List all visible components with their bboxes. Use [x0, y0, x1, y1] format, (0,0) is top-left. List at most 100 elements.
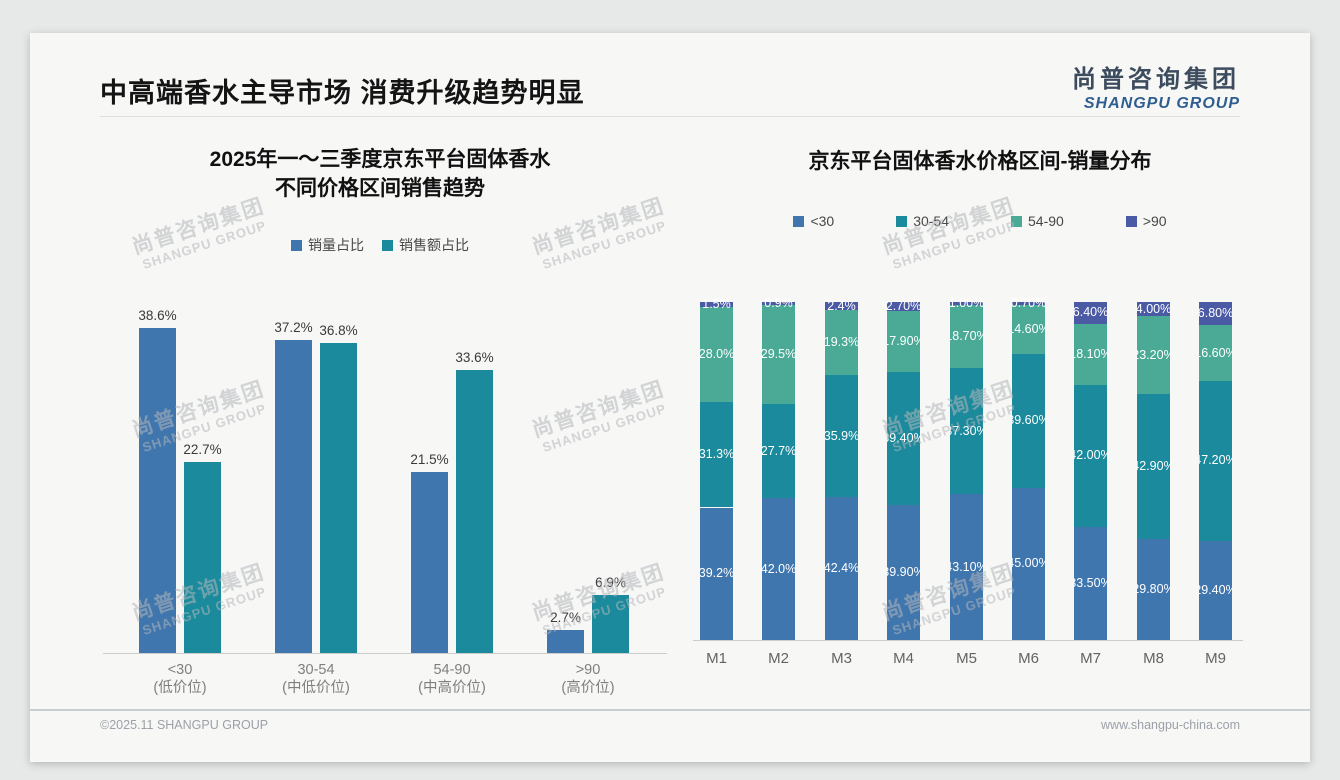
- stack-segment-30-54-M5: [950, 368, 983, 495]
- stack-segment-label: 42.4%: [825, 560, 858, 575]
- stack-segment-label: 17.90%: [887, 334, 920, 349]
- stack-segment-label: 16.60%: [1199, 345, 1232, 360]
- stack-segment->90-M4: [887, 302, 920, 312]
- stack-segment-<30-M2: [762, 498, 795, 640]
- left-bar-value-label: 22.7%: [183, 442, 222, 457]
- left-grouped-bar-chart: 38.6% 22.7% <30 (低价位) 37.2% 36.8% 30-54 (中低价位) 2…: [30, 33, 1310, 761]
- stack-segment-<30-M7: [1074, 526, 1107, 640]
- right-category-label: M2: [768, 650, 789, 667]
- left-category-range: <30: [167, 662, 193, 678]
- stack-segment-54-90-M7: [1074, 323, 1107, 385]
- right-chart-legend: <30 30-54 54-90 >90: [690, 213, 1270, 229]
- left-chart-title-line2: 不同价格区间销售趋势: [275, 177, 485, 200]
- watermark-chinese-text: 尚普咨询集团: [529, 377, 668, 443]
- left-category-tier: (中低价位): [282, 680, 350, 696]
- right-category-label: M3: [831, 650, 852, 667]
- left-bar-销售额占比-30-54: [320, 343, 357, 653]
- legend-label: 54-90: [1028, 213, 1064, 229]
- right-category-label: M9: [1205, 650, 1226, 667]
- right-category-label: M5: [956, 650, 977, 667]
- left-category-label: 54-90 (中高价位): [392, 661, 512, 697]
- watermark-english-text: SHANGPU GROUP: [540, 583, 669, 638]
- left-chart-legend: 销量占比 销售额占比: [100, 235, 660, 255]
- logo-chinese-text: 尚普咨询集团: [1072, 66, 1240, 93]
- watermark-chinese-text: 尚普咨询集团: [529, 560, 668, 626]
- stack-segment-label: 35.9%: [825, 428, 858, 443]
- stack-segment-30-54-M3: [825, 375, 858, 497]
- left-category-range: >90: [575, 662, 601, 678]
- left-x-axis-line: [103, 653, 667, 654]
- stack-segment-label: 1.00%: [950, 295, 983, 310]
- left-category-range: 54-90: [433, 662, 471, 678]
- company-logo: 尚普咨询集团 SHANGPU GROUP: [1072, 59, 1240, 113]
- stack-segment-label: 4.00%: [1137, 301, 1170, 316]
- watermark-english-text: SHANGPU GROUP: [890, 583, 1019, 638]
- legend-item-revenue-share: 销售额占比: [382, 235, 469, 255]
- left-chart-title: 2025年一～三季度京东平台固体香水 不同价格区间销售趋势: [100, 145, 660, 203]
- stack-segment-label: 18.70%: [950, 329, 983, 344]
- watermark-chinese-text: 尚普咨询集团: [129, 377, 268, 443]
- left-category-label: <30 (低价位): [120, 661, 240, 697]
- stack-segment-label: 1.5%: [702, 297, 731, 312]
- legend-item-54-90: 54-90: [1011, 213, 1064, 229]
- stack-segment-label: 39.2%: [700, 566, 733, 581]
- stacked-bar-M3: 42.4% 35.9% 19.3% 2.4%: [825, 288, 858, 640]
- left-bar-销售额占比->90: [592, 595, 629, 653]
- stacked-bar-M2: 42.0% 27.7% 29.5% 0.9%: [762, 288, 795, 640]
- watermark-chinese-text: 尚普咨询集团: [129, 560, 268, 626]
- stack-segment-label: 33.50%: [1074, 575, 1107, 590]
- stack-segment-label: 29.40%: [1199, 582, 1232, 597]
- left-category-tier: (中高价位): [418, 680, 486, 696]
- right-chart-title: 京东平台固体香水价格区间-销量分布: [808, 150, 1152, 173]
- stack-segment->90-M5: [950, 301, 983, 306]
- stack-segment-label: 39.90%: [887, 565, 920, 580]
- stack-segment-label: 14.60%: [1012, 321, 1045, 336]
- stack-segment-30-54-M1: [700, 401, 733, 508]
- stack-segment-<30-M6: [1012, 487, 1045, 640]
- stack-segment-54-90-M4: [887, 311, 920, 372]
- slide-card: 中高端香水主导市场 消费升级趋势明显 尚普咨询集团 SHANGPU GROUP …: [30, 33, 1310, 762]
- stack-segment->90-M2: [762, 301, 795, 305]
- legend-swatch-green: [1011, 215, 1022, 227]
- stack-segment->90-M3: [825, 302, 858, 311]
- legend-label: 销量占比: [308, 237, 364, 253]
- stack-segment-label: 2.70%: [887, 299, 920, 314]
- brand-watermark: 尚普咨询集团 SHANGPU GROUP: [508, 549, 692, 646]
- legend-label: 30-54: [913, 213, 949, 229]
- brand-watermark: 尚普咨询集团 SHANGPU GROUP: [108, 366, 292, 463]
- stack-segment-<30-M1: [700, 507, 733, 640]
- brand-watermark: 尚普咨询集团 SHANGPU GROUP: [508, 366, 692, 463]
- stack-segment-54-90-M8: [1137, 315, 1170, 395]
- stack-segment-label: 23.20%: [1137, 347, 1170, 362]
- legend-swatch-blue: [793, 215, 805, 227]
- watermark-chinese-text: 尚普咨询集团: [879, 377, 1018, 443]
- left-bar-value-label: 38.6%: [138, 308, 177, 323]
- legend-item-lt30: <30: [793, 213, 834, 229]
- stack-segment-30-54-M2: [762, 404, 795, 499]
- stack-segment-label: 6.40%: [1074, 305, 1107, 320]
- stacked-bar-M1: 39.2% 31.3% 28.0% 1.5%: [700, 288, 733, 640]
- right-category-label: M6: [1018, 650, 1039, 667]
- stack-segment-label: 39.60%: [1012, 413, 1045, 428]
- watermark-english-text: SHANGPU GROUP: [140, 583, 269, 638]
- left-bar-销量占比-30-54: [275, 340, 312, 653]
- left-bar-value-label: 37.2%: [274, 320, 313, 335]
- stacked-bar-M9: 29.40% 47.20% 16.60% 6.80%: [1199, 288, 1232, 640]
- footer-copyright: ©2025.11 SHANGPU GROUP: [100, 718, 269, 732]
- watermark-english-text: SHANGPU GROUP: [890, 400, 1019, 455]
- stack-segment-54-90-M5: [950, 305, 983, 369]
- legend-swatch-blue: [291, 239, 302, 251]
- left-bar-value-label: 6.9%: [595, 575, 626, 590]
- stacked-bar-M8: 29.80% 42.90% 23.20% 4.00%: [1137, 288, 1170, 640]
- logo-english-text: SHANGPU GROUP: [1083, 95, 1240, 112]
- left-bar-value-label: 21.5%: [410, 452, 449, 467]
- stack-segment-<30-M9: [1199, 540, 1232, 640]
- stack-segment-30-54-M6: [1012, 354, 1045, 488]
- left-bar-销售额占比-54-90: [456, 370, 493, 653]
- left-bar-value-label: 36.8%: [319, 323, 358, 338]
- stacked-bar-M6: 45.00% 39.60% 14.60% 0.70%: [1012, 288, 1045, 640]
- stack-segment-label: 42.0%: [762, 561, 795, 576]
- right-x-axis-line: [693, 640, 1243, 641]
- stack-segment-label: 27.7%: [762, 443, 795, 458]
- left-category-label: >90 (高价位): [528, 661, 648, 697]
